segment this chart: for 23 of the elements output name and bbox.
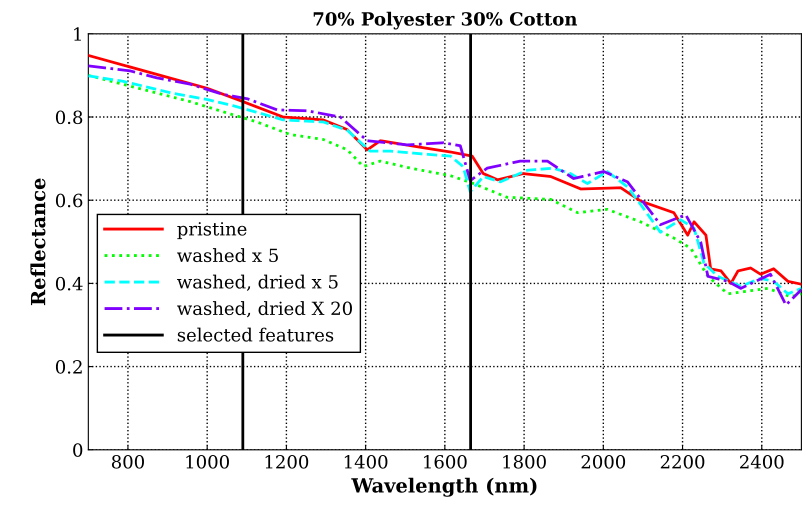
x-tick-label: 2200	[660, 454, 704, 469]
legend-label: washed, dried X 20	[177, 301, 352, 318]
y-tick-label: 0.6	[56, 194, 82, 208]
legend-label: washed x 5	[177, 248, 278, 262]
x-tick-label: 2400	[740, 454, 784, 469]
x-tick-label: 800	[112, 454, 144, 469]
legend-label: washed, dried x 5	[177, 274, 338, 291]
x-tick-label: 1000	[186, 454, 229, 469]
y-tick-label: 0	[73, 443, 82, 457]
ref-line-label: selected features	[178, 328, 334, 342]
x-tick-label: 1200	[266, 454, 308, 469]
x-tick-label: 2000	[582, 454, 626, 469]
y-tick-label: 0.2	[56, 360, 82, 374]
x-tick-label: 1400	[344, 454, 388, 469]
y-tick-label: 1	[74, 27, 81, 41]
y-tick-label: 0.4	[56, 276, 83, 291]
x-tick-label: 1600	[424, 454, 467, 469]
y-tick-label: 0.8	[56, 110, 82, 124]
x-tick-label: 1800	[503, 454, 546, 469]
y-axis-title: Reflectance	[30, 178, 46, 306]
x-axis-title: Wavelength (nm)	[351, 478, 536, 497]
chart-title: 70% Polyester 30% Cotton	[314, 12, 578, 30]
legend-label: pristine	[177, 222, 246, 240]
